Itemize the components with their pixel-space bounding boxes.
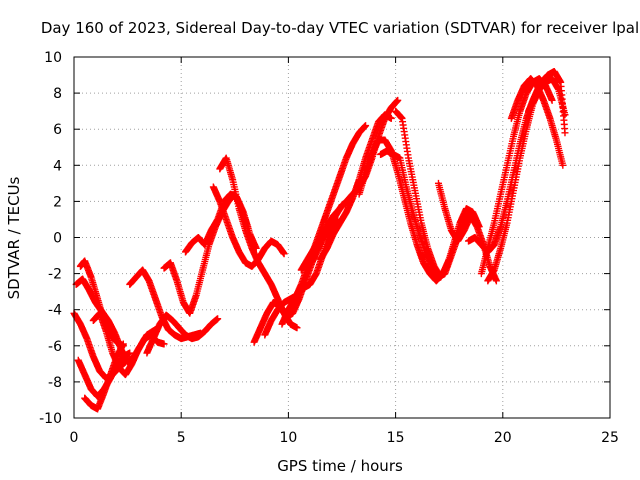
x-tick-label: 15 bbox=[387, 430, 405, 446]
series-pass-17 bbox=[317, 111, 395, 263]
series-pass-16 bbox=[297, 96, 402, 274]
y-tick-label: 6 bbox=[53, 122, 62, 138]
plot-area bbox=[70, 67, 569, 413]
series-pass-26 bbox=[525, 67, 569, 137]
data-point bbox=[394, 96, 402, 104]
series-pass-08 bbox=[143, 311, 222, 357]
data-point bbox=[387, 114, 395, 122]
y-axis-title: SDTVAR / TECUs bbox=[5, 176, 23, 299]
series-pass-18 bbox=[355, 136, 453, 285]
data-point bbox=[561, 129, 569, 137]
y-tick-label: -8 bbox=[48, 375, 62, 391]
series-pass-04 bbox=[76, 257, 127, 350]
x-tick-label: 25 bbox=[601, 430, 619, 446]
data-point bbox=[126, 349, 134, 357]
data-point bbox=[119, 340, 127, 348]
x-tick-label: 0 bbox=[70, 430, 79, 446]
chart-title: Day 160 of 2023, Sidereal Day-to-day VTE… bbox=[41, 19, 639, 37]
data-point bbox=[160, 340, 168, 348]
y-tick-label: 10 bbox=[44, 50, 62, 66]
x-tick-label: 20 bbox=[494, 430, 512, 446]
y-tick-label: -10 bbox=[39, 411, 62, 427]
y-tick-label: -4 bbox=[48, 303, 62, 319]
y-tick-label: 2 bbox=[53, 194, 62, 210]
y-tick-label: -2 bbox=[48, 267, 62, 283]
data-point bbox=[280, 250, 288, 258]
x-tick-label: 5 bbox=[177, 430, 186, 446]
data-point bbox=[559, 161, 567, 169]
series-pass-06 bbox=[89, 309, 168, 379]
x-tick-label: 10 bbox=[279, 430, 297, 446]
series-pass-24 bbox=[484, 75, 569, 285]
y-tick-label: 8 bbox=[53, 86, 62, 102]
axes: 0 5 10 15 20 25 -10 -8 -6 -4 -2 0 2 4 6 8 10 bbox=[39, 50, 619, 446]
y-tick-label: 0 bbox=[53, 231, 62, 247]
series-pass-15 bbox=[278, 122, 370, 328]
data-point bbox=[214, 315, 222, 323]
data-point bbox=[362, 122, 370, 130]
data-point bbox=[548, 96, 556, 104]
y-tick-label: 4 bbox=[53, 158, 62, 174]
series-pass-25 bbox=[507, 75, 567, 169]
x-axis-title: GPS time / hours bbox=[277, 457, 403, 475]
data-point bbox=[492, 277, 500, 285]
y-tick-label: -6 bbox=[48, 339, 62, 355]
data-point bbox=[293, 324, 301, 332]
